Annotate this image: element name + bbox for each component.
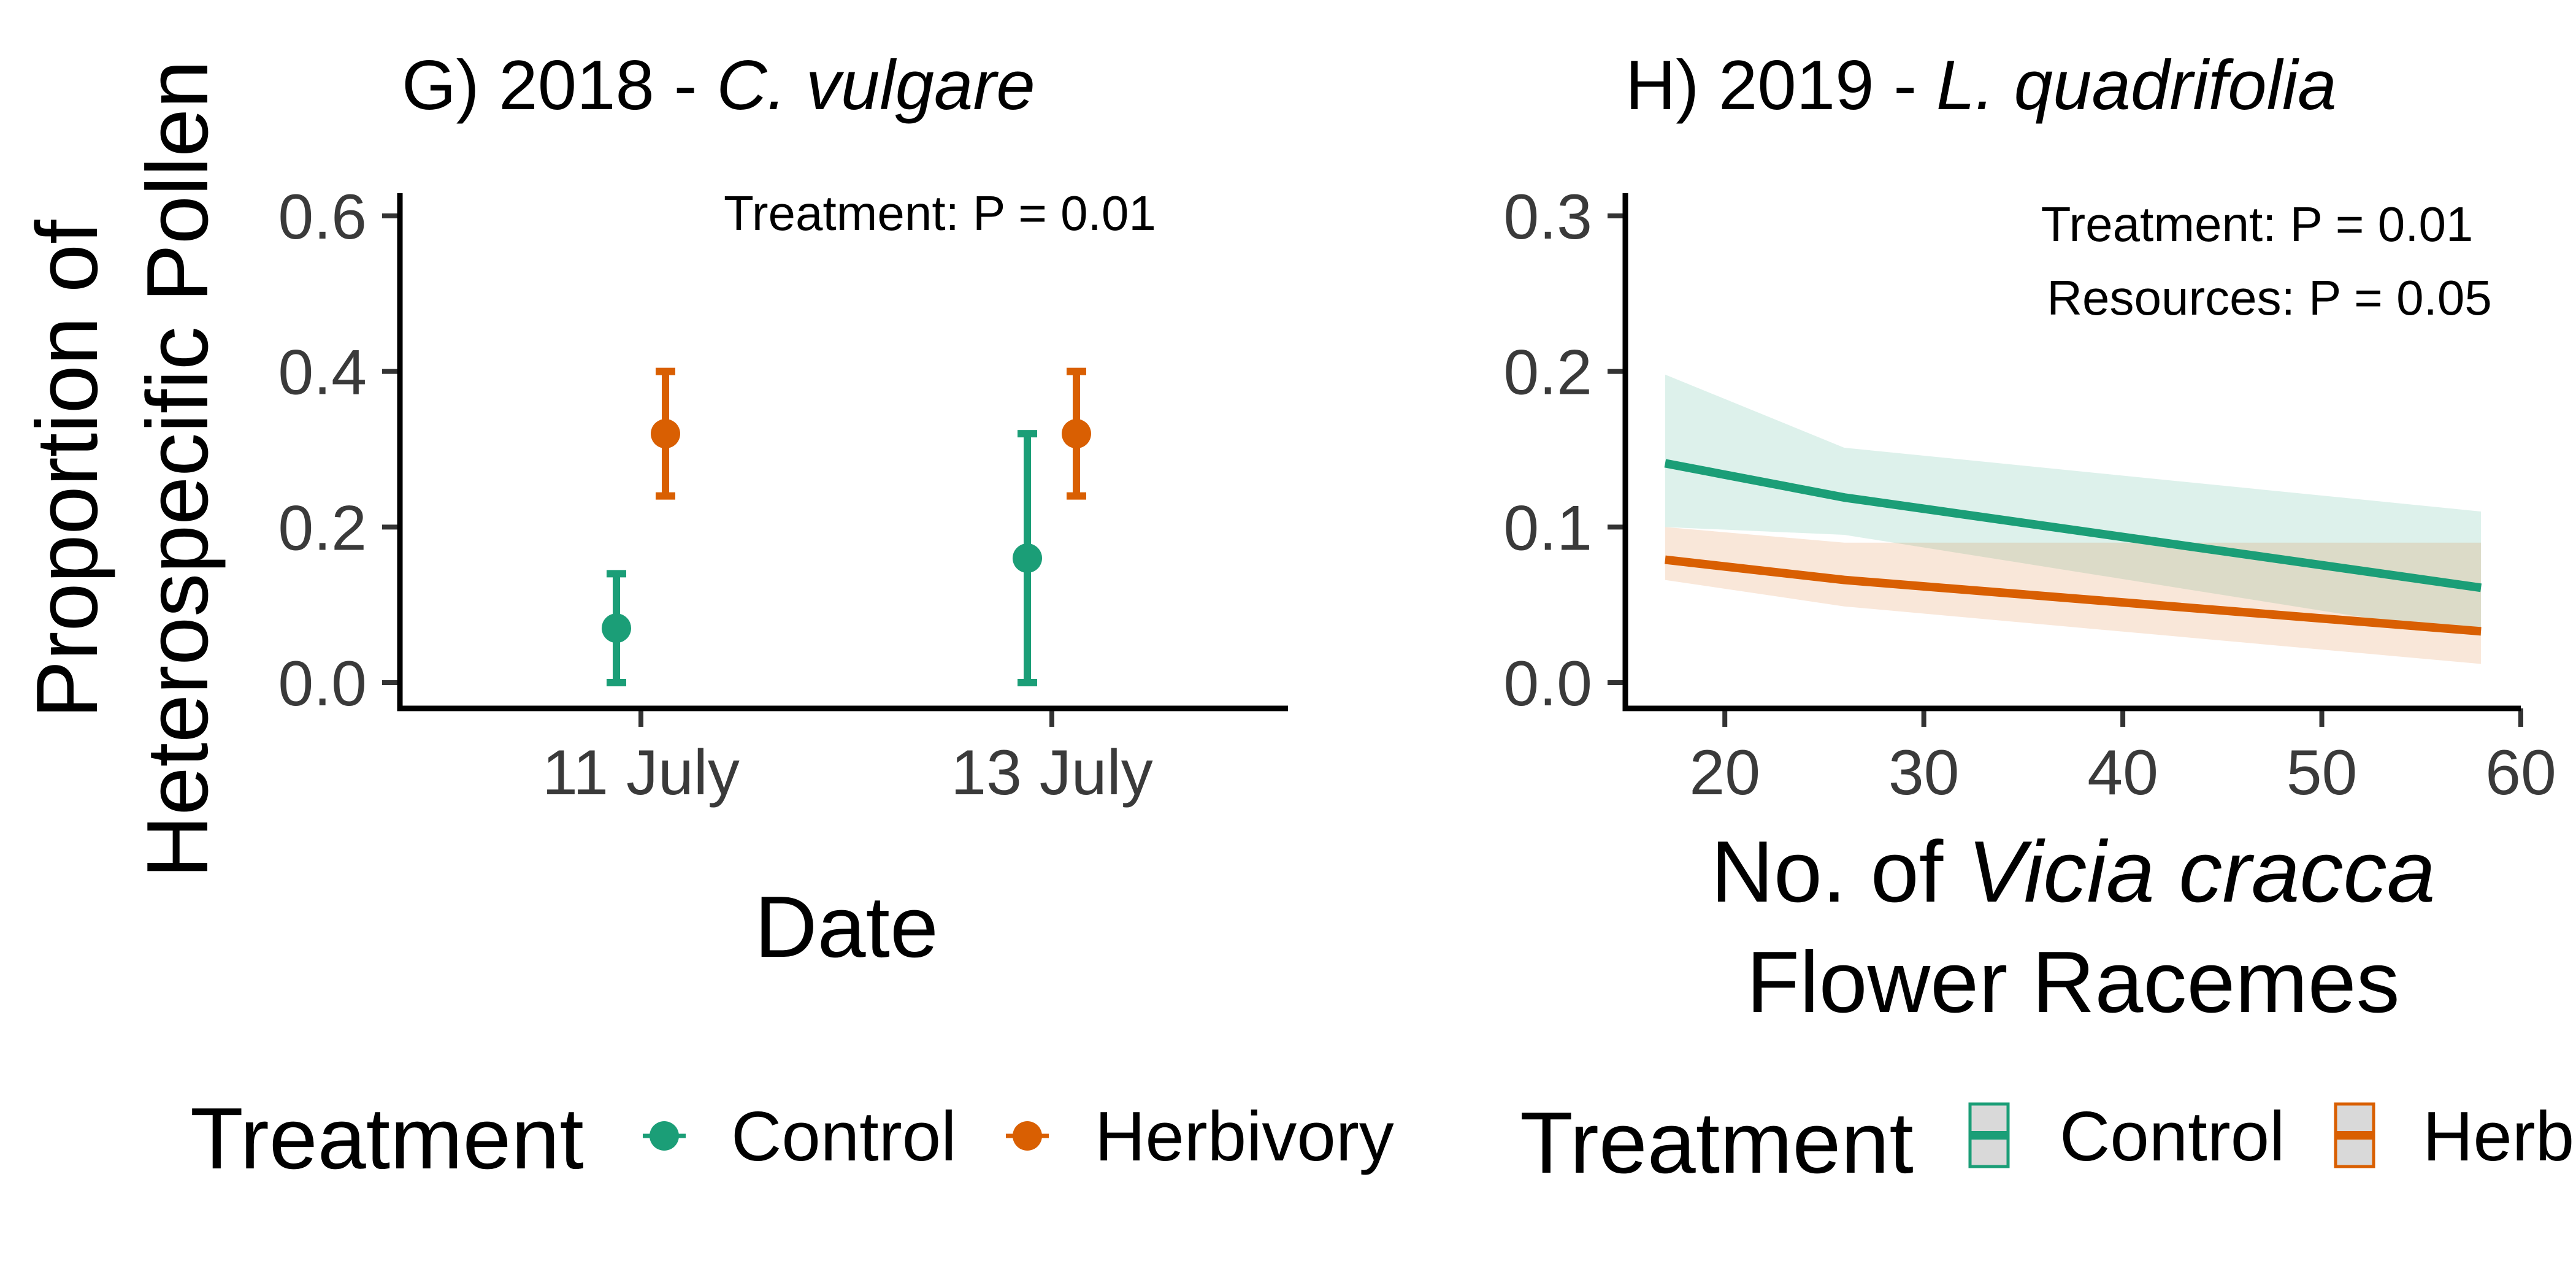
- panel-g-x-tick-label: 13 July: [951, 737, 1153, 808]
- panel-h-y-tick-label: 0.0: [1503, 648, 1592, 719]
- panel-g-axes: [397, 193, 1288, 711]
- panel-g-x-ticks: 11 July 13 July: [542, 708, 1153, 808]
- panel-h-x-tick-label: 40: [2087, 737, 2158, 808]
- panel-g-annotation: Treatment: P = 0.01: [724, 186, 1156, 240]
- data-point: [602, 613, 631, 643]
- panel-h-x-label-line2: Flower Racemes: [1746, 933, 2399, 1031]
- panel-h-x-tick-label: 20: [1689, 737, 1760, 808]
- panel-h-y-tick-label: 0.2: [1503, 337, 1592, 408]
- panel-h-x-tick-label: 50: [2287, 737, 2358, 808]
- legend-g-herbivory-key: [1006, 1121, 1049, 1151]
- series-line: [1665, 555, 2482, 636]
- legend-h-control-label: Control: [2060, 1098, 2285, 1176]
- panel-g-x-tick-label: 11 July: [542, 737, 740, 808]
- panel-h-x-tick-label: 60: [2485, 737, 2556, 808]
- panel-h-y-tick-label: 0.1: [1503, 493, 1592, 564]
- series-line: [1664, 459, 2482, 592]
- panel-g-marks: [602, 367, 1091, 686]
- panel-h-axes: [1622, 193, 2521, 711]
- legend-g-control-label: Control: [731, 1098, 957, 1176]
- panel-h-x-label-line1: No. of Vicia cracca: [1711, 823, 2435, 921]
- panel-h-x-ticks: 20 30 40 50 60: [1689, 708, 2556, 808]
- panel-g-y-label-line1: Proportion of: [18, 220, 116, 719]
- panel-h-annotation-resources: Resources: P = 0.05: [2047, 270, 2492, 325]
- panel-h-lines: [1664, 459, 2482, 636]
- panel-g-y-label-line2: Heterospecific Pollen: [129, 60, 226, 878]
- panel-g-title: G) 2018 - C. vulgare: [402, 47, 1035, 125]
- panel-h: H) 2019 - L. quadrifolia 0.0 0.1 0.2 0.3 20…: [1503, 47, 2556, 1031]
- panel-h-annotation-treatment: Treatment: P = 0.01: [2041, 197, 2474, 251]
- data-point: [1062, 419, 1091, 449]
- panel-g: G) 2018 - C. vulgare Proportion of Heter…: [18, 47, 1288, 976]
- legend-g-control-key: [643, 1121, 686, 1151]
- panel-g-y-tick-label: 0.2: [278, 493, 367, 564]
- panel-g-y-tick-label: 0.4: [278, 337, 367, 408]
- panel-h-title: H) 2019 - L. quadrifolia: [1625, 47, 2337, 125]
- legend-h-herbivory-label: Herb: [2423, 1098, 2574, 1176]
- legend-h-title: Treatment: [1520, 1094, 1914, 1192]
- panel-g-y-tick-label: 0.6: [278, 182, 367, 253]
- data-point: [1013, 543, 1042, 573]
- legend-g-title: Treatment: [190, 1090, 584, 1187]
- legend-g: Treatment Control Herbivory: [190, 1090, 1394, 1187]
- panel-h-y-ticks: 0.0 0.1 0.2 0.3: [1503, 182, 1625, 719]
- legend-g-herbivory-label: Herbivory: [1095, 1098, 1394, 1176]
- panel-g-x-label: Date: [754, 878, 938, 976]
- panel-g-y-tick-label: 0.0: [278, 648, 367, 719]
- panel-h-x-tick-label: 30: [1888, 737, 1960, 808]
- confidence-ribbon: [1665, 374, 2482, 636]
- data-point: [651, 419, 680, 449]
- panel-g-y-ticks: 0.0 0.2 0.4 0.6: [278, 182, 400, 719]
- legend-h-control-key: [1968, 1102, 2010, 1168]
- legend-h: Treatment Control Herb: [1520, 1094, 2574, 1192]
- legend-g-control-dot: [650, 1121, 679, 1151]
- panel-h-y-tick-label: 0.3: [1503, 182, 1592, 253]
- legend-h-herbivory-key: [2334, 1102, 2375, 1168]
- legend-g-herbivory-dot: [1013, 1121, 1042, 1151]
